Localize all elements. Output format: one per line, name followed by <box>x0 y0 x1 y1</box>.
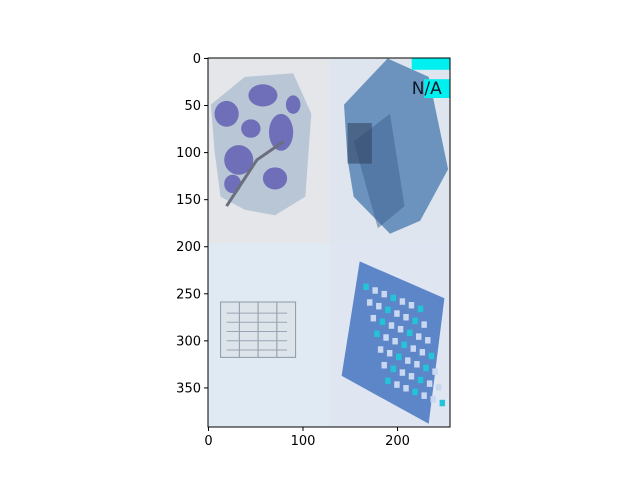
sheet-tile <box>374 330 380 338</box>
axis-ticks: 0 100 200 0 50 100 150 200 250 300 350 <box>176 52 410 449</box>
sheet-tile <box>417 376 424 384</box>
image-area: N/A <box>208 58 450 427</box>
wrapper-print <box>224 145 254 175</box>
sheet-tile <box>390 365 397 373</box>
x-tick-label: 200 <box>385 434 410 449</box>
sheet-tile <box>381 361 387 369</box>
box-label <box>347 123 372 164</box>
sheet-tile <box>439 399 446 407</box>
wrapper-print <box>262 167 288 190</box>
y-tick-label: 300 <box>176 334 201 349</box>
panel-folded-leaflet <box>208 242 330 427</box>
y-tick-label: 250 <box>176 287 201 302</box>
sheet-tile <box>405 357 411 364</box>
sheet-tile <box>419 349 426 356</box>
sheet-tile <box>385 306 391 314</box>
sheet-tile <box>396 353 402 361</box>
sheet-tile <box>426 380 433 387</box>
y-tick-label: 0 <box>193 52 201 67</box>
sheet-tile <box>385 377 391 385</box>
sheet-tile <box>430 396 436 403</box>
y-tick-label: 50 <box>184 99 201 114</box>
sheet-tile <box>435 384 442 391</box>
sheet-tile <box>401 341 407 349</box>
wrapper-crease <box>225 140 285 207</box>
sheet-tile <box>392 337 398 345</box>
x-tick-label: 100 <box>291 434 316 449</box>
sheet-tile <box>376 302 382 310</box>
y-tick-label: 200 <box>176 240 201 255</box>
sheet-tile <box>421 392 427 399</box>
wrapper-print <box>241 119 261 138</box>
sheet-tile <box>394 381 400 388</box>
sheet-tile <box>379 318 386 326</box>
wrapper-print <box>268 113 294 151</box>
overlay-bar <box>411 58 450 70</box>
sheet-tile <box>428 352 435 360</box>
sheet-tile <box>377 346 384 353</box>
sheet-tile <box>403 314 409 321</box>
sheet-tile <box>432 368 438 375</box>
sheet-tile <box>421 321 427 328</box>
y-tick-label: 150 <box>176 193 201 208</box>
sheet-tile <box>381 290 387 298</box>
sheet-tile <box>390 294 397 302</box>
sheet-tile <box>366 299 373 306</box>
sheet-tile <box>415 333 422 340</box>
sheet-tile <box>399 369 406 376</box>
sheet-tile <box>425 337 431 344</box>
sheet-tile <box>372 287 378 294</box>
sheet-tile <box>412 388 418 396</box>
sheet-tile <box>388 322 395 329</box>
sheet-tile <box>383 334 389 341</box>
sheet-tile <box>399 298 406 305</box>
sheet-tile <box>408 373 415 380</box>
x-tick-label: 0 <box>204 434 212 449</box>
sheet-tile <box>370 314 377 322</box>
sheet-tile <box>408 302 415 309</box>
y-tick-label: 100 <box>176 146 201 161</box>
sheet-tile <box>397 325 404 333</box>
sheet-tile <box>410 345 416 352</box>
panel-crumpled-wrapper <box>208 58 330 243</box>
wrapper-print <box>214 100 239 127</box>
sheet-tile <box>423 364 429 372</box>
sheet-tile <box>403 385 409 392</box>
sheet-tile <box>417 305 424 313</box>
sheet-tile <box>363 283 369 291</box>
sheet-tile <box>406 329 413 337</box>
sheet-tile <box>394 310 400 317</box>
overlay-text: N/A <box>412 79 442 99</box>
wrapper-print <box>285 95 301 114</box>
sheet-tile <box>414 361 420 368</box>
wrapper-print <box>248 84 278 107</box>
sheet-tile <box>412 317 418 325</box>
axes-frame <box>207 57 451 428</box>
overlay-box <box>424 79 450 99</box>
panel-printed-sheet <box>329 242 450 427</box>
y-tick-label: 350 <box>176 381 201 396</box>
sheet-tile <box>386 349 393 357</box>
